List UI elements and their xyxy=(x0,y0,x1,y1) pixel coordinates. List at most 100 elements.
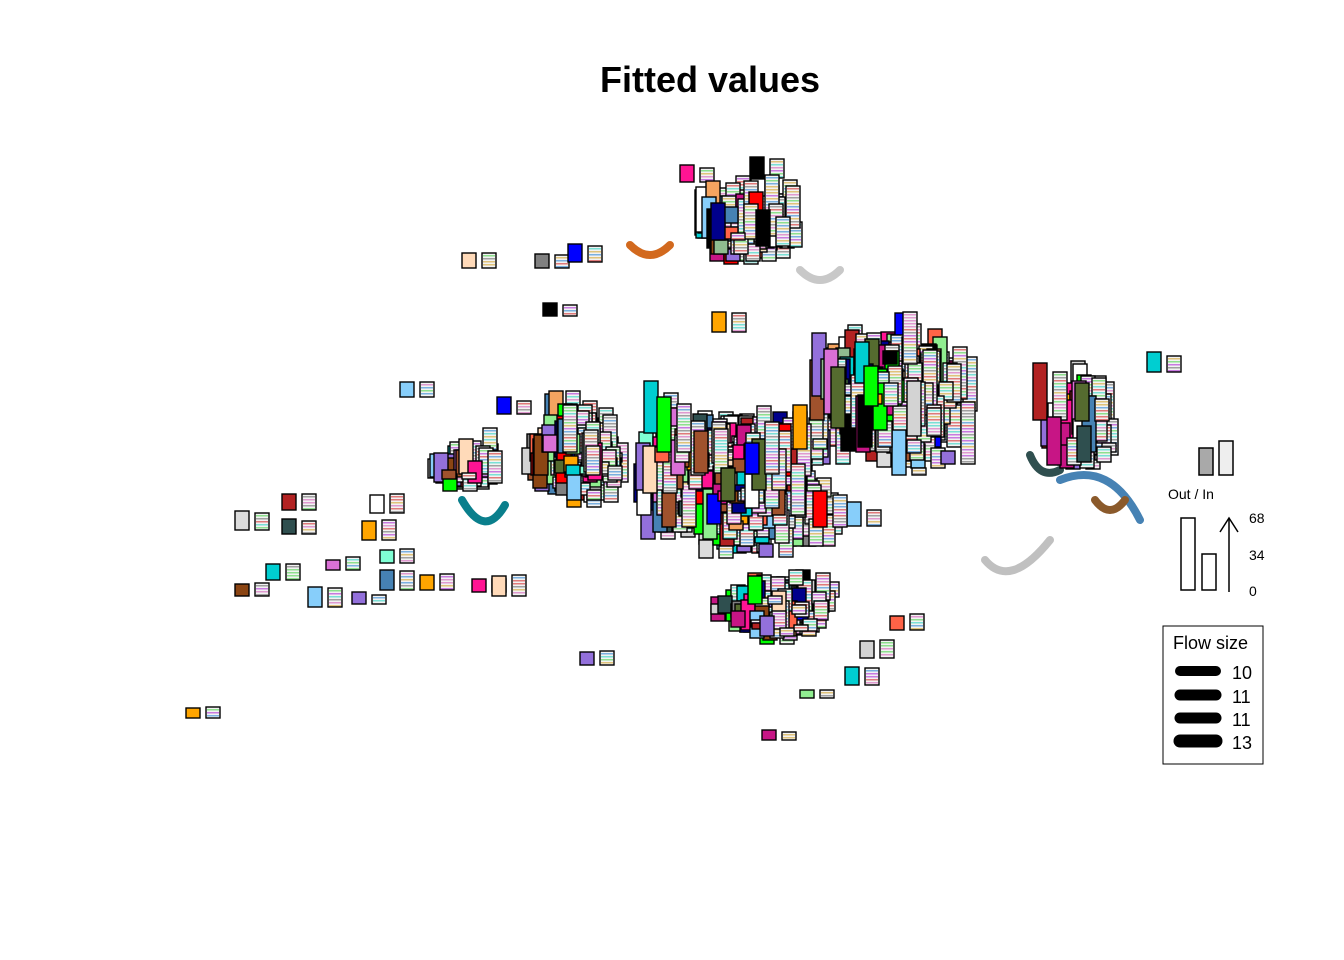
node-in-bar xyxy=(586,489,602,501)
node-out-bar xyxy=(859,640,875,659)
flow-arc xyxy=(458,496,509,526)
node-in-bar xyxy=(731,312,747,333)
node-in-bar xyxy=(381,519,397,541)
node-in-bar xyxy=(769,158,785,179)
node-in-bar xyxy=(327,587,343,608)
node-in-bar xyxy=(793,624,809,632)
node-in-bar xyxy=(909,613,925,631)
node-out-bar xyxy=(234,583,250,597)
node-in-bar xyxy=(254,582,270,597)
node-out-bar xyxy=(792,404,808,450)
flow-arc xyxy=(1091,496,1129,514)
node-in-bar xyxy=(730,232,746,241)
node-out-bar xyxy=(234,510,250,531)
node-out-bar xyxy=(717,595,733,614)
flow-arc xyxy=(981,536,1054,576)
node-out-bar xyxy=(369,494,385,514)
node-in-bar xyxy=(676,403,692,453)
node-in-bar xyxy=(713,428,729,474)
node-out-bar xyxy=(723,206,739,224)
node-in-bar xyxy=(481,252,497,269)
node-in-bar xyxy=(399,570,415,591)
legend-out-bar xyxy=(1180,517,1196,591)
node-in-bar xyxy=(745,243,761,262)
node-in-bar xyxy=(764,421,780,475)
node-out-bar xyxy=(713,239,729,255)
node-out-bar xyxy=(496,396,512,415)
node-out-bar xyxy=(711,311,727,333)
node-out-bar xyxy=(399,381,415,398)
node-in-bar xyxy=(699,167,715,183)
node-out-bar xyxy=(755,209,771,247)
node-out-bar xyxy=(565,464,581,476)
node-in-bar xyxy=(879,639,895,659)
out-in-label: Out / In xyxy=(1168,486,1214,502)
node-out-bar xyxy=(265,563,281,581)
node-out-bar xyxy=(419,574,435,591)
legend-tick-low: 0 xyxy=(1249,583,1257,599)
flow-arc xyxy=(626,241,674,259)
node-bars xyxy=(185,156,1182,741)
node-out-bar xyxy=(799,689,815,699)
flow-arc xyxy=(796,266,844,284)
node-in-bar xyxy=(832,494,848,528)
node-out-bar xyxy=(361,520,377,541)
node-out-bar xyxy=(710,202,726,241)
node-in-bar xyxy=(554,254,570,269)
node-out-bar xyxy=(643,380,659,434)
node-out-bar xyxy=(1146,351,1162,373)
node-out-bar xyxy=(441,469,457,480)
node-out-bar xyxy=(642,445,658,494)
node-in-bar xyxy=(790,463,806,516)
node-out-bar xyxy=(882,350,898,365)
node-in-bar xyxy=(607,465,623,481)
node-in-bar xyxy=(461,472,477,480)
flow-arc xyxy=(1026,451,1064,477)
node-in-bar xyxy=(1052,371,1068,421)
node-in-bar xyxy=(1096,446,1112,463)
node-in-bar xyxy=(785,185,801,229)
node-in-bar xyxy=(883,382,899,407)
node-in-bar xyxy=(926,407,942,437)
legend-tick-high: 68 xyxy=(1249,510,1265,526)
node-in-bar xyxy=(779,627,795,637)
node-in-bar xyxy=(1166,355,1182,373)
node-out-bar xyxy=(736,545,752,553)
node-out-bar xyxy=(1074,382,1090,422)
node-in-bar xyxy=(767,595,783,605)
node-in-bar xyxy=(301,520,317,535)
node-in-bar xyxy=(771,610,787,630)
node-in-bar xyxy=(806,484,822,492)
node-in-bar xyxy=(864,667,880,686)
node-out-bar xyxy=(185,707,201,719)
node-out-bar xyxy=(747,575,763,605)
node-out-bar xyxy=(754,536,770,544)
node-in-bar xyxy=(866,509,882,527)
node-in-bar xyxy=(585,445,601,476)
node-in-bar xyxy=(902,311,918,365)
node-in-bar xyxy=(419,381,435,398)
node-out-bar xyxy=(656,396,672,453)
legend-in-bar xyxy=(1201,553,1217,591)
legend-example-in-bar xyxy=(1218,440,1234,476)
node-out-bar xyxy=(759,615,775,637)
node-in-bar xyxy=(301,493,317,511)
node-in-bar xyxy=(1094,398,1110,422)
node-in-bar xyxy=(399,548,415,564)
node-out-bar xyxy=(758,543,774,558)
node-in-bar xyxy=(775,216,791,247)
chart-title: Fitted values xyxy=(600,59,820,100)
node-out-bar xyxy=(542,302,558,317)
node-out-bar xyxy=(351,591,367,605)
node-in-bar xyxy=(205,706,221,719)
node-out-bar xyxy=(744,442,760,475)
out-in-legend: Out / In 68 34 0 xyxy=(1168,440,1265,599)
node-out-bar xyxy=(906,380,922,437)
legend-example-out-bar xyxy=(1198,447,1214,476)
node-out-bar xyxy=(889,615,905,631)
legend-tick-mid: 34 xyxy=(1249,547,1265,563)
node-out-bar xyxy=(698,539,714,559)
node-in-bar xyxy=(960,401,976,465)
node-out-bar xyxy=(679,164,695,183)
